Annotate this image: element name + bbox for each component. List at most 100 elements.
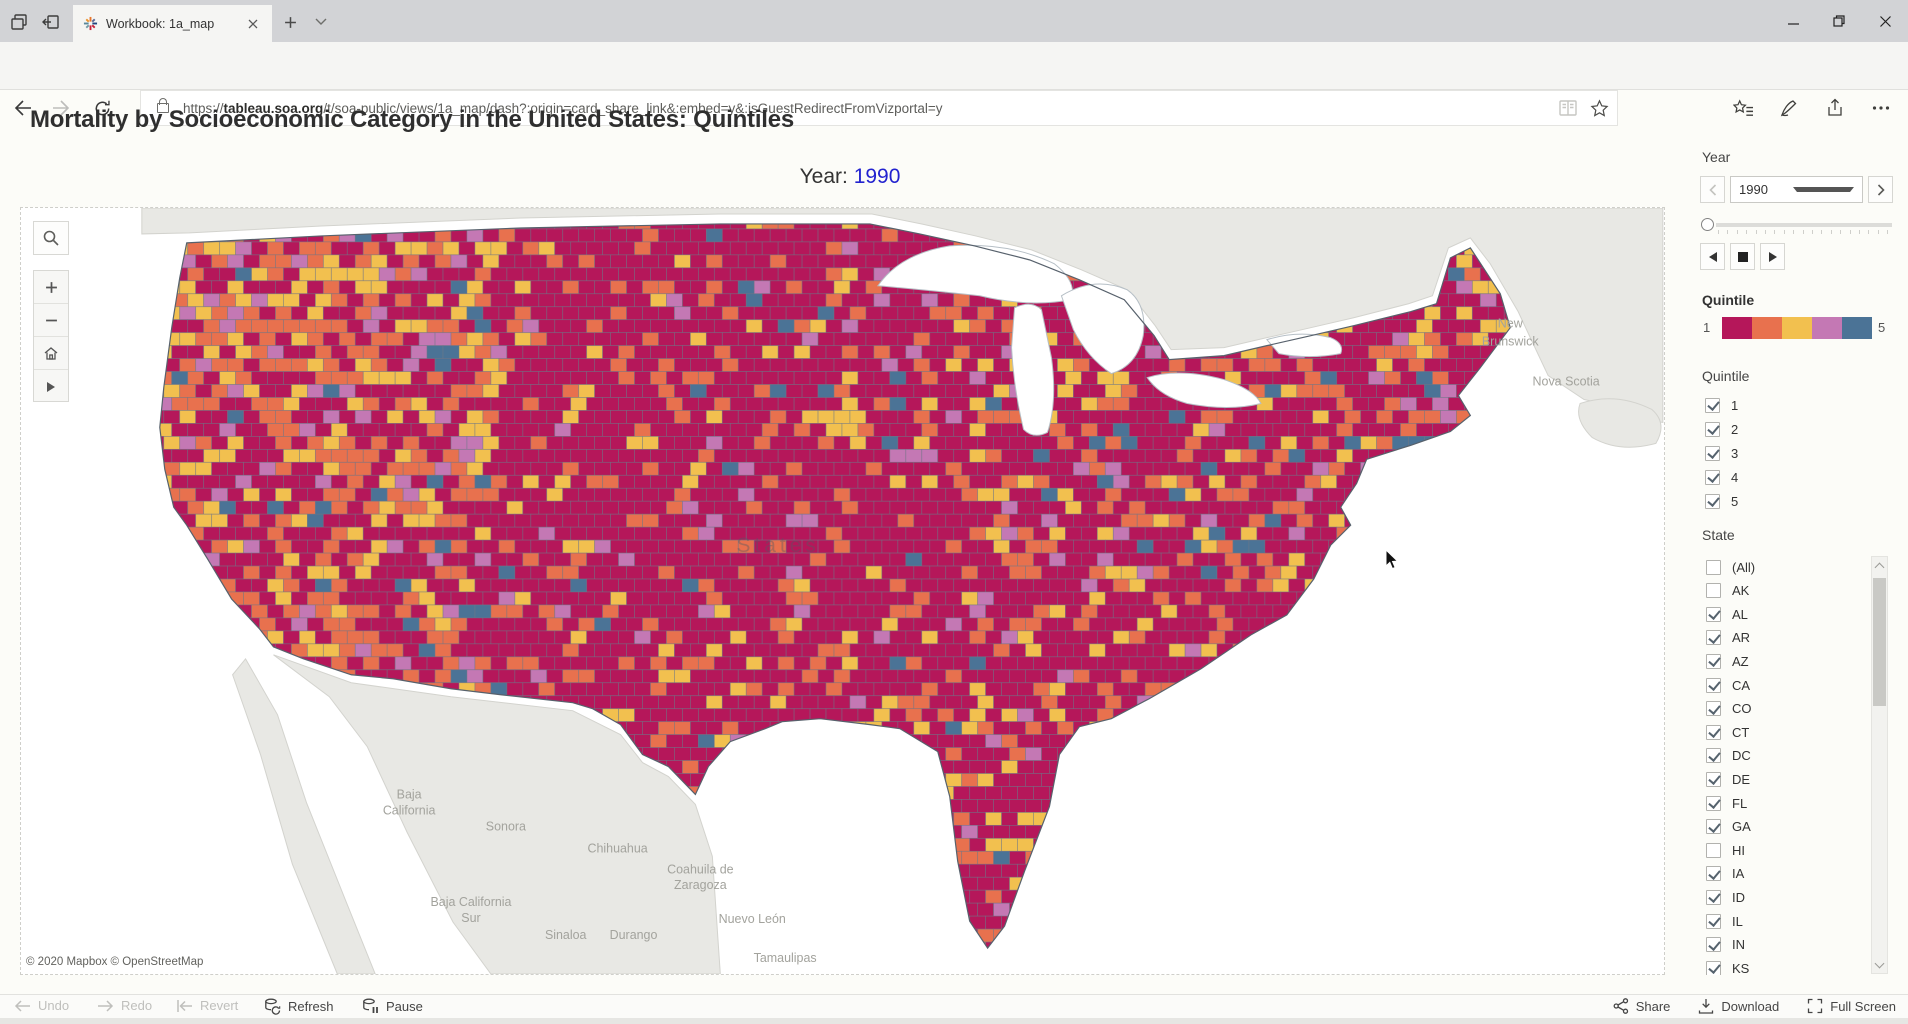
year-next-button[interactable]: [1868, 176, 1893, 203]
quintile-filter-checkbox-5[interactable]: [1705, 493, 1720, 509]
state-filter-checkbox-CT[interactable]: [1706, 724, 1721, 740]
map-attribution[interactable]: © 2020 Mapbox © OpenStreetMap: [26, 956, 204, 968]
state-filter-checkbox-AL[interactable]: [1706, 606, 1721, 622]
forward-button[interactable]: [50, 97, 72, 119]
state-filter-checkbox-IL[interactable]: [1706, 913, 1721, 929]
stop-button[interactable]: [1730, 243, 1755, 270]
state-filter-checkbox-FL[interactable]: [1706, 795, 1721, 811]
scrollbar-thumb[interactable]: [1873, 578, 1886, 706]
state-filter-row[interactable]: ID: [1706, 887, 1745, 907]
more-options-icon[interactable]: [1870, 97, 1892, 119]
browser-tab[interactable]: Workbook: 1a_map: [73, 5, 272, 42]
year-slider-handle[interactable]: [1701, 218, 1714, 231]
map-container[interactable]: States New Brunswick Nova Scotia Baja Califor…: [20, 207, 1665, 975]
state-filter-row[interactable]: GA: [1706, 817, 1751, 837]
state-filter-row[interactable]: IL: [1706, 911, 1743, 931]
choropleth-map[interactable]: States New Brunswick Nova Scotia Baja Califor…: [21, 208, 1664, 974]
state-filter-checkbox-IA[interactable]: [1706, 866, 1721, 882]
state-filter-row[interactable]: IN: [1706, 935, 1745, 955]
new-tab-button[interactable]: [280, 12, 300, 32]
state-filter-row[interactable]: DC: [1706, 746, 1751, 766]
state-filter-checkbox-GA[interactable]: [1706, 819, 1721, 835]
quintile-filter-row[interactable]: 2: [1705, 419, 1738, 439]
map-tools-expand-button[interactable]: [34, 370, 68, 403]
state-filter-checkbox-AZ[interactable]: [1706, 653, 1721, 669]
address-bar[interactable]: https://tableau.soa.org/t/soa-public/vie…: [140, 90, 1618, 126]
state-filter-checkbox-DE[interactable]: [1706, 771, 1721, 787]
quintile-filter-row[interactable]: 3: [1705, 443, 1738, 463]
map-search-button[interactable]: [33, 221, 69, 255]
zoom-out-button[interactable]: [34, 304, 68, 337]
pause-button[interactable]: Pause: [362, 998, 423, 1015]
state-filter-row[interactable]: AK: [1706, 581, 1749, 601]
state-filter-checkbox-AK[interactable]: [1706, 583, 1721, 599]
web-notes-pen-icon[interactable]: [1778, 97, 1800, 119]
state-filter-row[interactable]: (All): [1706, 557, 1755, 577]
year-prev-button[interactable]: [1700, 176, 1725, 203]
state-filter-row[interactable]: CT: [1706, 722, 1749, 742]
state-filter-checkbox-HI[interactable]: [1706, 842, 1721, 858]
quintile-filter-row[interactable]: 1: [1705, 395, 1738, 415]
refresh-button[interactable]: Refresh: [264, 998, 334, 1015]
quintile-filter-row[interactable]: 4: [1705, 467, 1738, 487]
state-filter-row[interactable]: AL: [1706, 604, 1748, 624]
state-filter-row[interactable]: CO: [1706, 699, 1752, 719]
state-filter-row[interactable]: AZ: [1706, 651, 1749, 671]
scroll-down-icon[interactable]: [1872, 957, 1887, 973]
state-filter-checkbox-CO[interactable]: [1706, 701, 1721, 717]
step-forward-button[interactable]: [1760, 243, 1785, 270]
quintile-color-legend[interactable]: [1722, 317, 1872, 339]
state-filter-checkbox-DC[interactable]: [1706, 748, 1721, 764]
fullscreen-button[interactable]: Full Screen: [1807, 998, 1896, 1014]
tab-close-icon[interactable]: [244, 15, 262, 33]
legend-swatch-1[interactable]: [1722, 317, 1752, 339]
state-filter-row[interactable]: IA: [1706, 864, 1744, 884]
quintile-filter-row[interactable]: 5: [1705, 491, 1738, 511]
share-page-icon[interactable]: [1824, 97, 1846, 119]
legend-swatch-5[interactable]: [1842, 317, 1872, 339]
state-filter-row[interactable]: HI: [1706, 840, 1745, 860]
minimize-button[interactable]: [1770, 0, 1816, 42]
legend-swatch-4[interactable]: [1812, 317, 1842, 339]
undo-button[interactable]: Undo: [14, 998, 69, 1013]
zoom-in-button[interactable]: [34, 271, 68, 304]
state-list-scrollbar[interactable]: [1871, 556, 1888, 974]
state-filter-checkbox-ID[interactable]: [1706, 889, 1721, 905]
favorite-star-icon[interactable]: [1590, 98, 1609, 118]
state-filter-checkbox-IN[interactable]: [1706, 937, 1721, 953]
state-filter-checkbox-CA[interactable]: [1706, 677, 1721, 693]
tab-list-chevron-icon[interactable]: [312, 15, 330, 29]
revert-button[interactable]: Revert: [176, 998, 238, 1013]
quintile-filter-checkbox-1[interactable]: [1705, 397, 1720, 413]
state-filter-row[interactable]: FL: [1706, 793, 1747, 813]
year-slider-track[interactable]: [1716, 223, 1892, 234]
county-mosaic[interactable]: [132, 216, 1536, 968]
step-back-button[interactable]: [1700, 243, 1725, 270]
quintile-filter-checkbox-2[interactable]: [1705, 421, 1720, 437]
quintile-filter-checkbox-4[interactable]: [1705, 469, 1720, 485]
legend-swatch-2[interactable]: [1752, 317, 1782, 339]
state-filter-row[interactable]: AR: [1706, 628, 1750, 648]
state-filter-checkbox-(All)[interactable]: [1706, 559, 1721, 575]
set-tabs-aside-icon[interactable]: [40, 11, 62, 33]
scroll-up-icon[interactable]: [1872, 557, 1887, 573]
share-button[interactable]: Share: [1613, 998, 1670, 1014]
reading-view-icon[interactable]: [1558, 99, 1578, 117]
year-dropdown[interactable]: 1990: [1730, 176, 1863, 203]
reload-button[interactable]: [91, 97, 113, 119]
back-button[interactable]: [12, 97, 34, 119]
favorites-hub-icon[interactable]: [1732, 97, 1754, 119]
close-window-button[interactable]: [1862, 0, 1908, 42]
quintile-filter-checkbox-3[interactable]: [1705, 445, 1720, 461]
state-filter-checkbox-AR[interactable]: [1706, 630, 1721, 646]
state-filter-row[interactable]: KS: [1706, 958, 1749, 975]
state-filter-row[interactable]: CA: [1706, 675, 1750, 695]
download-button[interactable]: Download: [1698, 998, 1779, 1014]
redo-button[interactable]: Redo: [97, 998, 152, 1013]
tab-preview-icon[interactable]: [8, 11, 30, 33]
zoom-home-button[interactable]: [34, 337, 68, 370]
restore-button[interactable]: [1816, 0, 1862, 42]
state-filter-row[interactable]: DE: [1706, 769, 1750, 789]
state-filter-checkbox-KS[interactable]: [1706, 960, 1721, 975]
legend-swatch-3[interactable]: [1782, 317, 1812, 339]
